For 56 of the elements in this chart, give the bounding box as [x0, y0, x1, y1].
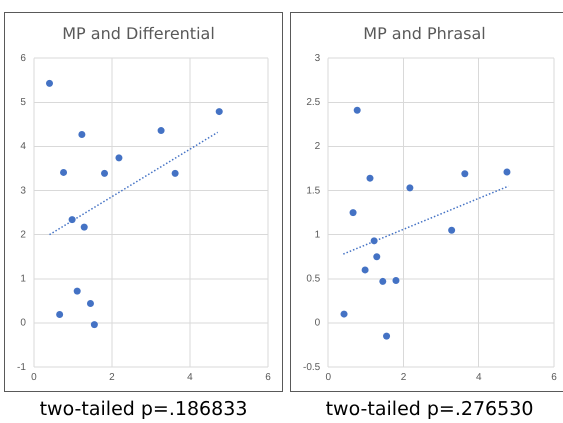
point [56, 311, 64, 318]
point [383, 332, 390, 340]
y-tick-label: 0 [20, 318, 26, 329]
y-tick-label: 0 [314, 318, 321, 329]
y-tick-label: 1 [20, 274, 26, 285]
x-tick-label: 6 [551, 372, 558, 383]
y-tick-label: 3 [314, 52, 321, 64]
x-tick-label: 2 [400, 372, 407, 383]
point [340, 310, 348, 318]
point [74, 288, 81, 295]
point [86, 300, 94, 307]
point [60, 168, 68, 176]
y-tick-label: 2.5 [306, 97, 321, 108]
chart-title: MP and Phrasal [363, 24, 486, 43]
point [101, 170, 108, 177]
x-tick-label: 6 [265, 372, 272, 383]
chart-title: MP and Differential [62, 24, 215, 43]
point [68, 216, 76, 224]
y-tick-label: 0.5 [306, 274, 321, 285]
x-tick-label: 4 [187, 372, 194, 383]
x-tick-label: 0 [31, 372, 38, 383]
x-tick-label: 4 [476, 372, 482, 383]
point [503, 168, 510, 176]
y-tick-label: 4 [20, 141, 26, 152]
point [158, 127, 165, 134]
point [392, 277, 400, 284]
point [370, 237, 378, 244]
text: two-tailed p=.186833 [38, 398, 248, 420]
point [406, 184, 414, 192]
point [350, 209, 357, 216]
y-tick-label: -1 [16, 362, 26, 373]
point [115, 154, 122, 162]
point [216, 108, 223, 116]
y-tick-label: -0.5 [302, 362, 321, 373]
y-tick-label: 1.5 [306, 185, 321, 196]
y-tick-label: 2 [20, 229, 26, 240]
point [172, 170, 179, 177]
x-tick-label: 2 [109, 372, 116, 383]
point [379, 278, 386, 285]
point [354, 106, 361, 114]
y-tick-label: 3 [20, 185, 26, 196]
y-tick-label: 1 [314, 229, 321, 240]
y-tick-label: 2 [314, 141, 321, 152]
point [448, 226, 456, 234]
point [461, 170, 468, 178]
point [78, 131, 86, 138]
point [373, 253, 380, 260]
y-tick-label: 6 [20, 52, 26, 64]
x-tick-label: 0 [325, 372, 332, 383]
point [366, 174, 374, 182]
point [362, 266, 369, 274]
point [80, 224, 88, 231]
point [90, 321, 98, 328]
y-tick-label: 5 [20, 97, 26, 108]
point [46, 80, 53, 87]
text: two-tailed p=.276530 [324, 398, 534, 420]
